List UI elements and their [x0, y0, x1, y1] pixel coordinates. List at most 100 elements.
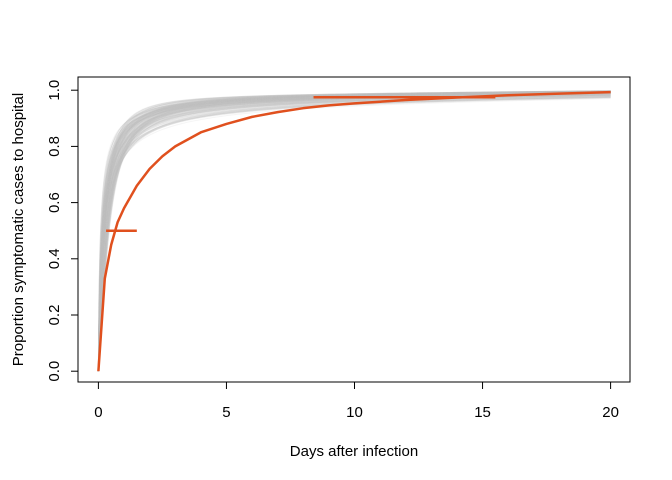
uncertainty-curve	[97, 90, 611, 372]
uncertainty-curve	[97, 90, 611, 372]
uncertainty-curve	[97, 91, 611, 372]
uncertainty-curve	[97, 90, 611, 372]
uncertainty-curve	[97, 90, 611, 372]
uncertainty-curve	[97, 90, 611, 372]
uncertainty-curve	[97, 95, 611, 372]
uncertainty-curve	[97, 92, 611, 372]
uncertainty-curve	[97, 90, 611, 372]
uncertainty-curve	[97, 91, 611, 372]
uncertainty-curve	[97, 90, 611, 372]
uncertainty-curve	[97, 90, 611, 372]
uncertainty-curve	[97, 91, 611, 372]
x-axis-title: Days after infection	[290, 443, 418, 460]
uncertainty-curve	[97, 90, 611, 372]
uncertainty-curve	[97, 94, 611, 372]
uncertainty-curve	[97, 92, 611, 372]
uncertainty-curve	[97, 91, 611, 372]
uncertainty-curve	[97, 96, 611, 372]
uncertainty-curve	[97, 94, 611, 372]
uncertainty-curve	[97, 90, 611, 372]
uncertainty-curve	[97, 93, 611, 372]
uncertainty-curve	[97, 94, 611, 372]
x-tick-label: 10	[346, 404, 363, 421]
uncertainty-curve	[97, 91, 611, 372]
uncertainty-curve	[97, 93, 611, 372]
uncertainty-curve	[97, 90, 611, 372]
uncertainty-curve	[97, 90, 611, 372]
uncertainty-curve	[97, 91, 611, 372]
uncertainty-curve	[97, 90, 611, 372]
uncertainty-curve	[97, 90, 611, 372]
uncertainty-curve	[97, 93, 611, 372]
uncertainty-curve	[97, 90, 611, 372]
x-tick-label: 20	[602, 404, 619, 421]
uncertainty-curve	[97, 90, 611, 372]
uncertainty-curve	[97, 92, 611, 372]
uncertainty-curve	[97, 90, 611, 372]
uncertainty-curve	[97, 97, 611, 372]
uncertainty-curve	[97, 92, 611, 372]
uncertainty-curve	[97, 91, 611, 372]
uncertainty-curve	[97, 90, 611, 372]
uncertainty-curve	[97, 93, 611, 372]
uncertainty-curve	[97, 94, 611, 372]
uncertainty-curve	[97, 91, 611, 372]
uncertainty-curve	[97, 90, 611, 372]
uncertainty-curve	[97, 91, 611, 372]
uncertainty-curve	[97, 94, 611, 372]
uncertainty-curve	[97, 90, 611, 372]
y-tick-label: 0.6	[46, 192, 63, 213]
uncertainty-curve	[97, 93, 611, 372]
uncertainty-curve	[97, 92, 611, 372]
uncertainty-curve	[97, 90, 611, 372]
uncertainty-curve	[97, 91, 611, 372]
uncertainty-curve	[97, 91, 611, 372]
uncertainty-curve	[97, 92, 611, 372]
uncertainty-curve	[97, 91, 611, 372]
uncertainty-curve	[97, 90, 611, 372]
uncertainty-curve	[97, 92, 611, 372]
uncertainty-curve	[97, 92, 611, 372]
uncertainty-curve	[97, 90, 611, 372]
uncertainty-curve	[97, 91, 611, 372]
uncertainty-curve	[97, 91, 611, 372]
uncertainty-curve	[97, 90, 611, 372]
x-axis: 0 5 10 15 20	[94, 381, 619, 421]
uncertainty-curve	[97, 91, 611, 372]
uncertainty-curve	[97, 95, 611, 372]
uncertainty-curve	[97, 92, 611, 372]
uncertainty-curve	[97, 91, 611, 372]
uncertainty-curve	[97, 91, 611, 372]
uncertainty-curve	[97, 91, 611, 372]
uncertainty-curve	[97, 94, 611, 372]
uncertainty-curve	[97, 93, 611, 372]
uncertainty-curve	[97, 95, 611, 372]
uncertainty-curve	[97, 90, 611, 372]
uncertainty-curve	[97, 96, 611, 372]
uncertainty-curve	[97, 92, 611, 372]
uncertainty-curve	[97, 91, 611, 372]
uncertainty-curve	[97, 94, 611, 372]
uncertainty-curve	[97, 91, 611, 372]
uncertainty-curve	[97, 90, 611, 372]
uncertainty-curve	[97, 91, 611, 372]
uncertainty-curve	[97, 95, 611, 372]
uncertainty-curve	[97, 95, 611, 372]
uncertainty-curve	[97, 96, 611, 372]
uncertainty-curve	[97, 92, 611, 372]
uncertainty-curve	[97, 90, 611, 372]
uncertainty-curve	[97, 94, 611, 372]
uncertainty-curve	[97, 92, 611, 372]
uncertainty-curve	[97, 96, 611, 372]
uncertainty-curve	[97, 92, 611, 372]
uncertainty-curve	[97, 90, 611, 372]
uncertainty-curve	[97, 92, 611, 372]
uncertainty-curve	[97, 91, 611, 372]
uncertainty-curve	[97, 92, 611, 372]
uncertainty-curve	[97, 91, 611, 372]
uncertainty-curve	[97, 94, 611, 372]
uncertainty-curve	[97, 91, 611, 372]
uncertainty-curve	[97, 91, 611, 372]
uncertainty-curve	[97, 91, 611, 372]
